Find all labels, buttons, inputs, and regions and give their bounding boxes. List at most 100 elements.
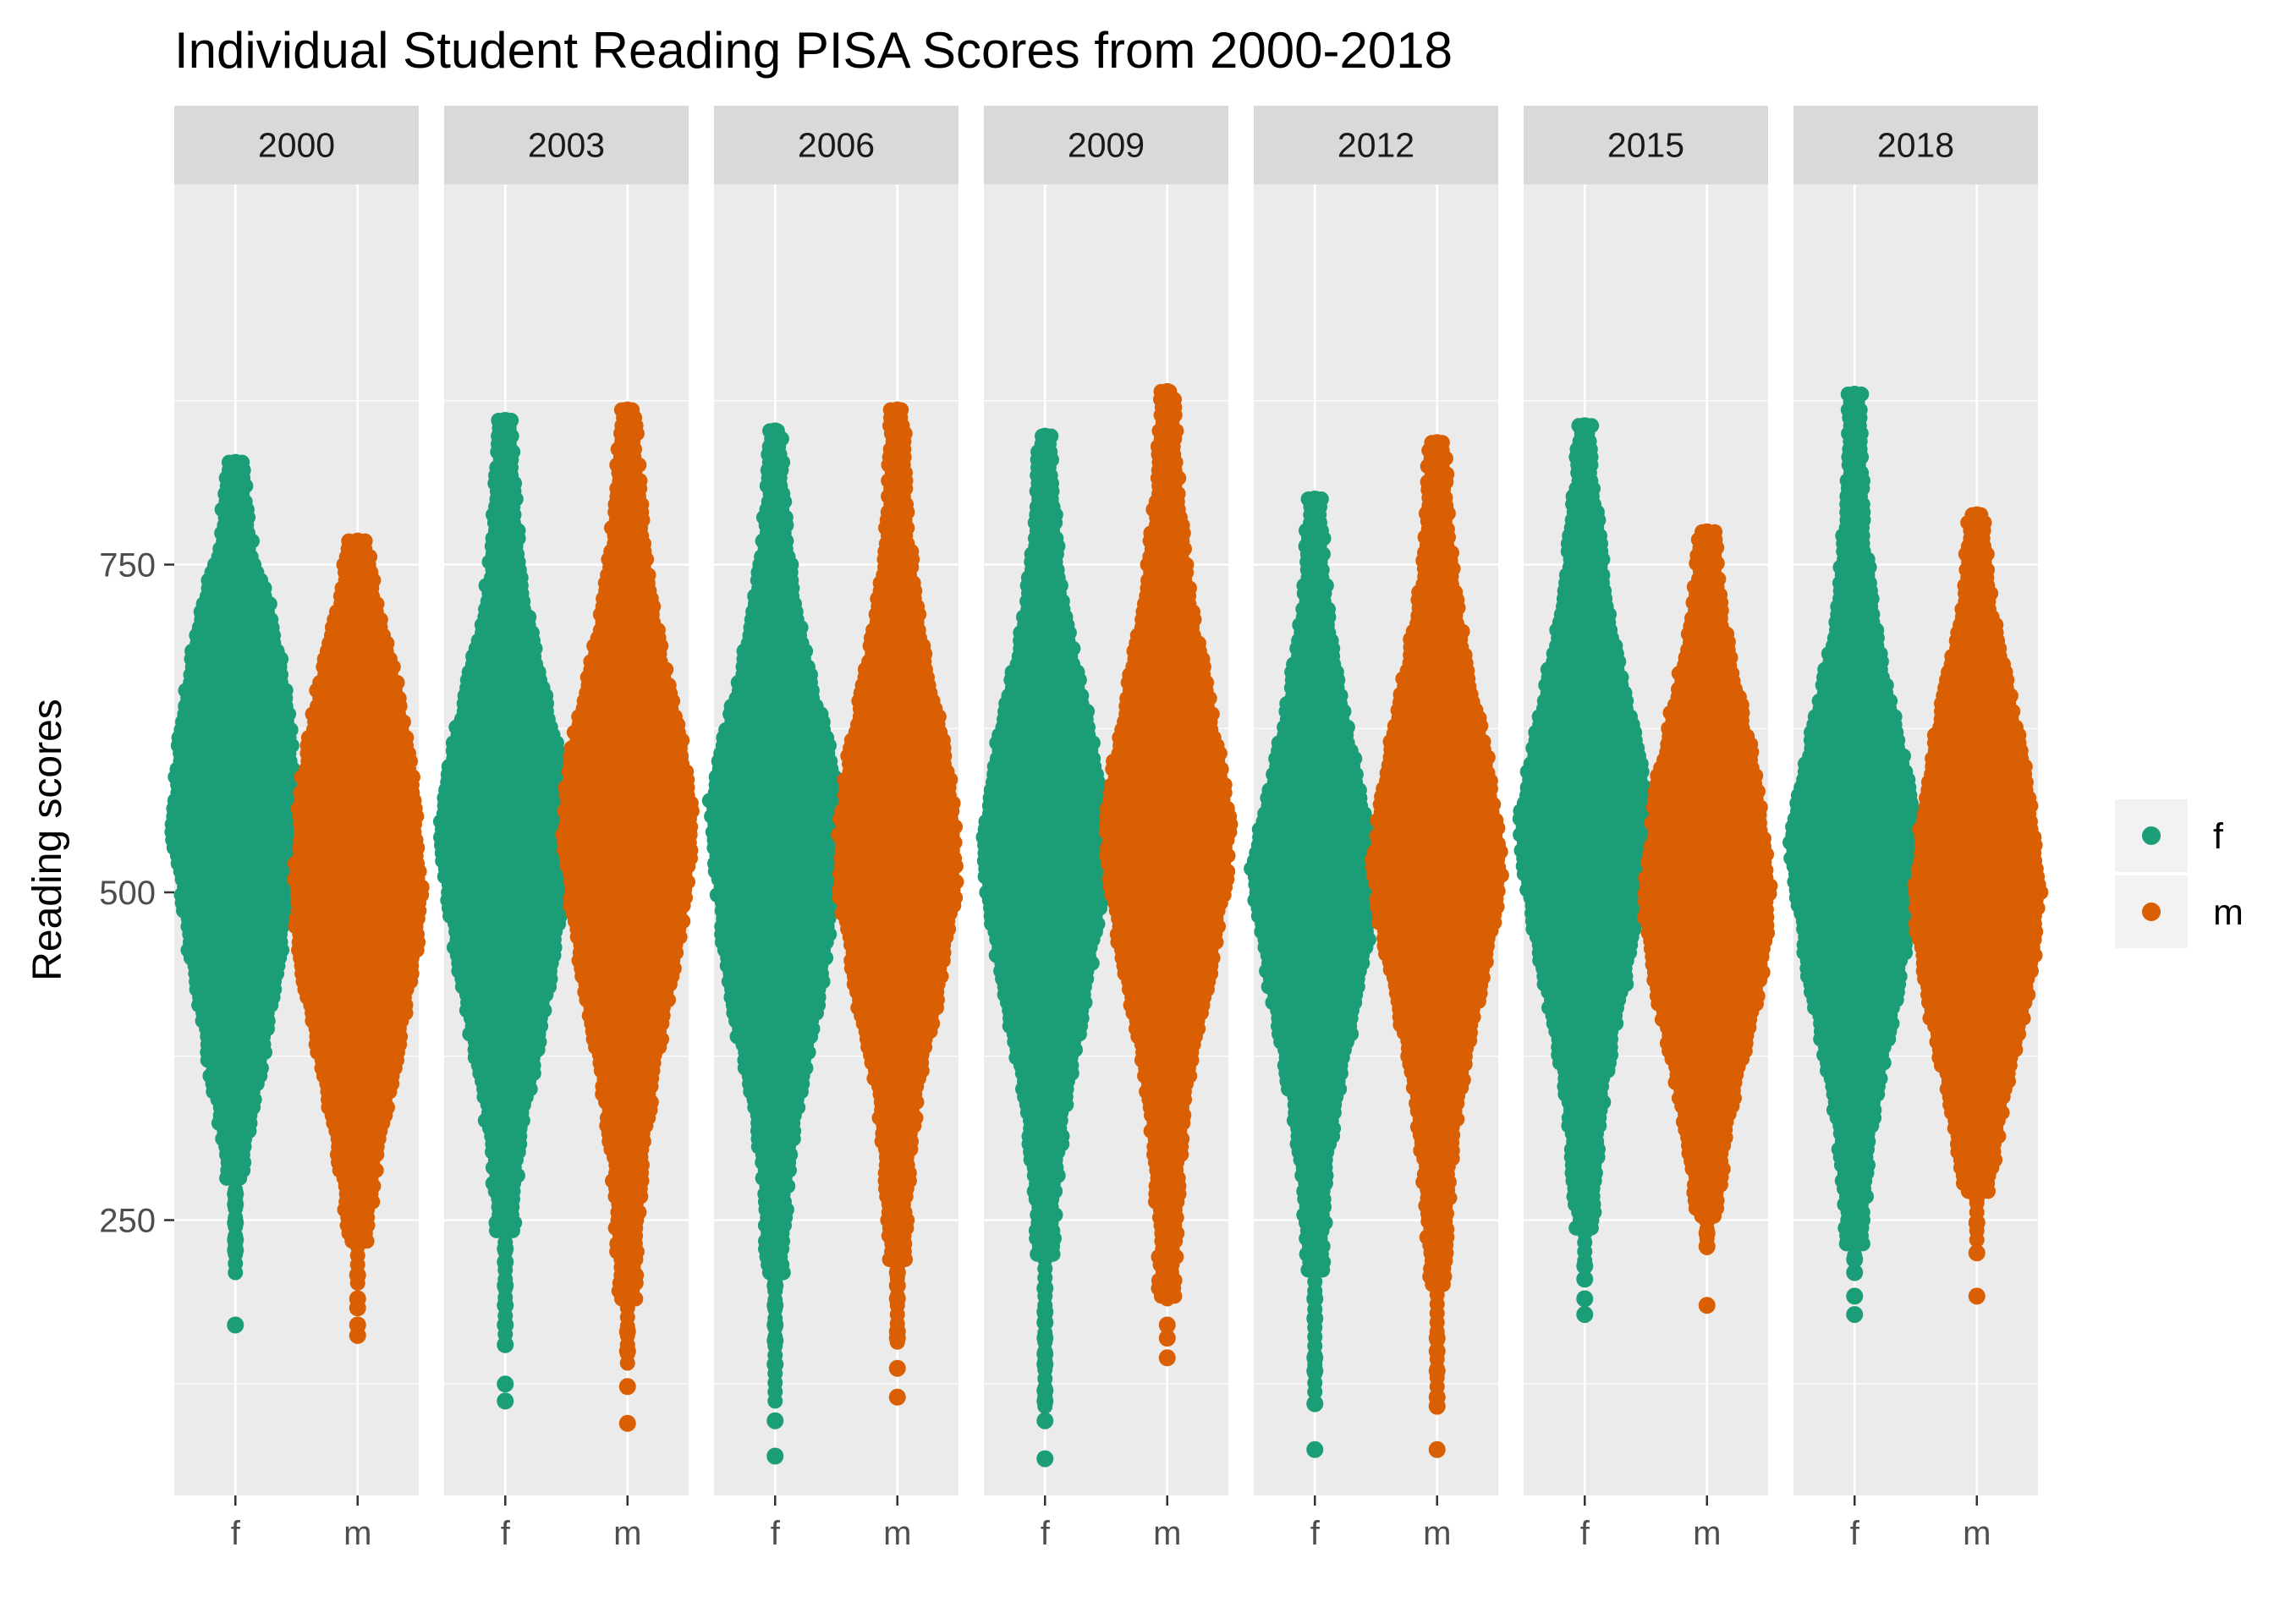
outlier-point xyxy=(1846,386,1864,403)
outlier-point xyxy=(227,1214,244,1232)
outlier-point xyxy=(888,1290,906,1308)
outlier-point xyxy=(1306,497,1324,514)
chart-title: Individual Student Reading PISA Scores f… xyxy=(174,22,1453,79)
outlier-point xyxy=(1698,1211,1716,1229)
swarm-m xyxy=(831,401,964,1406)
outlier-point xyxy=(1428,1330,1446,1347)
outlier-point xyxy=(497,1316,514,1334)
outlier-point xyxy=(1306,1290,1324,1308)
outlier-point xyxy=(618,451,636,469)
x-tick-label: m xyxy=(343,1515,371,1552)
x-tick-label: f xyxy=(1850,1515,1860,1552)
outlier-point xyxy=(766,1356,784,1373)
outlier-point xyxy=(1306,1349,1324,1367)
outlier-point xyxy=(1158,444,1176,462)
swarm-f xyxy=(701,422,849,1465)
swarm-m xyxy=(1365,434,1509,1458)
outlier-point xyxy=(497,1336,514,1353)
outlier-point xyxy=(1306,1440,1324,1458)
facet-panel-2000: 2000 f m xyxy=(164,106,430,1552)
outlier-point xyxy=(1698,584,1716,602)
outlier-point xyxy=(1576,1270,1594,1288)
outlier-point xyxy=(1036,1330,1054,1347)
x-tick-label: f xyxy=(501,1515,511,1552)
outlier-point xyxy=(1846,1287,1864,1305)
outlier-point xyxy=(888,1330,906,1347)
y-axis-title: Reading scores xyxy=(25,699,70,981)
outlier-point xyxy=(618,1342,636,1360)
outlier-point xyxy=(888,1359,906,1377)
facet-strip-label: 2009 xyxy=(1068,126,1145,165)
outlier-point xyxy=(1968,579,1986,597)
outlier-point xyxy=(618,467,636,485)
legend-swatch xyxy=(2142,903,2161,921)
outlier-point xyxy=(1846,458,1864,475)
outlier-point xyxy=(1036,1280,1054,1298)
outlier-point xyxy=(497,1375,514,1393)
y-tick-label: 500 xyxy=(99,875,156,912)
swarm-m xyxy=(1098,382,1239,1367)
outlier-point xyxy=(227,1316,244,1334)
outlier-point xyxy=(888,1264,906,1281)
data-point xyxy=(1159,1291,1175,1307)
outlier-point xyxy=(766,1316,784,1334)
swarm-f xyxy=(1244,491,1387,1458)
facet-strip xyxy=(444,106,689,184)
facet-strip-label: 2018 xyxy=(1877,126,1954,165)
outlier-point xyxy=(1968,1244,1986,1262)
y-tick-label: 750 xyxy=(99,547,156,584)
outlier-point xyxy=(766,1412,784,1429)
outlier-point xyxy=(888,470,906,488)
facet-strip-label: 2003 xyxy=(528,126,605,165)
outlier-point xyxy=(1698,1237,1716,1255)
outlier-point xyxy=(888,401,906,419)
outlier-point xyxy=(1428,1397,1446,1415)
outlier-point xyxy=(1306,1309,1324,1327)
data-point xyxy=(767,1393,783,1409)
outlier-point xyxy=(766,1332,784,1350)
x-tick-label: m xyxy=(883,1515,911,1552)
data-point xyxy=(1307,1384,1323,1400)
outlier-point xyxy=(1576,1290,1594,1308)
outlier-point xyxy=(1158,1349,1176,1367)
outlier-point xyxy=(766,503,784,521)
outlier-point xyxy=(497,1297,514,1314)
outlier-point xyxy=(1576,1306,1594,1324)
outlier-point xyxy=(766,422,784,440)
outlier-point xyxy=(766,484,784,502)
outlier-point xyxy=(349,543,366,560)
outlier-point xyxy=(1968,1214,1986,1232)
legend-label: m xyxy=(2213,892,2244,933)
outlier-point xyxy=(1428,453,1446,471)
outlier-point xyxy=(1846,497,1864,514)
outlier-point xyxy=(497,1392,514,1410)
legend: fm xyxy=(2115,799,2244,948)
outlier-point xyxy=(1036,1412,1054,1429)
outlier-point xyxy=(1576,1257,1594,1275)
x-tick-label: f xyxy=(1041,1515,1051,1552)
swarm-m xyxy=(555,401,700,1432)
facet-strip-label: 2006 xyxy=(798,126,875,165)
facet-panel-2015: 2015 f m xyxy=(1512,106,1778,1552)
outlier-point xyxy=(1306,1395,1324,1413)
x-tick-label: f xyxy=(231,1515,241,1552)
facet-strip xyxy=(174,106,419,184)
swarm-f xyxy=(164,453,308,1334)
outlier-point xyxy=(497,470,514,488)
outlier-point xyxy=(1428,1362,1446,1380)
outlier-point xyxy=(1968,506,1986,524)
x-tick-label: f xyxy=(1310,1515,1321,1552)
facet-panel-2003: 2003 f m xyxy=(432,106,700,1552)
facet-strip xyxy=(1254,106,1498,184)
swarm-f xyxy=(975,427,1117,1468)
outlier-point xyxy=(1428,467,1446,485)
y-tick-label: 250 xyxy=(99,1203,156,1240)
facet-strip xyxy=(1793,106,2038,184)
outlier-point xyxy=(1428,1440,1446,1458)
legend-label: f xyxy=(2213,816,2224,857)
outlier-point xyxy=(1698,558,1716,576)
data-point xyxy=(619,1355,635,1371)
outlier-point xyxy=(1968,1188,1986,1205)
outlier-point xyxy=(497,1240,514,1258)
outlier-point xyxy=(1698,1297,1716,1314)
